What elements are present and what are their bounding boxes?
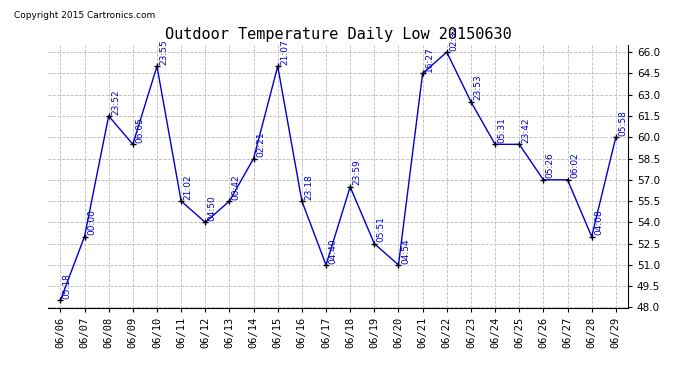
Text: 21:07: 21:07 [280, 39, 289, 65]
Text: 00:42: 00:42 [232, 174, 241, 200]
Text: 05:58: 05:58 [618, 110, 627, 136]
Text: 23:55: 23:55 [159, 39, 168, 65]
Text: 21:02: 21:02 [184, 174, 193, 200]
Text: 06:02: 06:02 [570, 153, 579, 178]
Title: Outdoor Temperature Daily Low 20150630: Outdoor Temperature Daily Low 20150630 [165, 27, 511, 42]
Text: 23:42: 23:42 [522, 117, 531, 143]
Text: 06:05: 06:05 [135, 117, 144, 143]
Text: 04:54: 04:54 [401, 238, 410, 264]
Text: 02:32: 02:32 [449, 25, 458, 51]
Text: 23:59: 23:59 [353, 160, 362, 186]
Text: 23:18: 23:18 [304, 174, 313, 200]
Text: Copyright 2015 Cartronics.com: Copyright 2015 Cartronics.com [14, 11, 155, 20]
Text: 04:08: 04:08 [594, 209, 603, 235]
Text: 05:18: 05:18 [63, 273, 72, 299]
Text: 00:00: 00:00 [87, 209, 96, 235]
Text: 04:50: 04:50 [208, 195, 217, 221]
Text: 23:53: 23:53 [473, 75, 482, 100]
Text: 02:21: 02:21 [256, 132, 265, 157]
Text: 04:40: 04:40 [328, 238, 337, 264]
Text: 23:52: 23:52 [111, 89, 120, 114]
Text: 05:31: 05:31 [497, 117, 506, 143]
Text: 05:26: 05:26 [546, 153, 555, 178]
Text: 05:51: 05:51 [377, 216, 386, 242]
Text: 16:27: 16:27 [425, 46, 434, 72]
